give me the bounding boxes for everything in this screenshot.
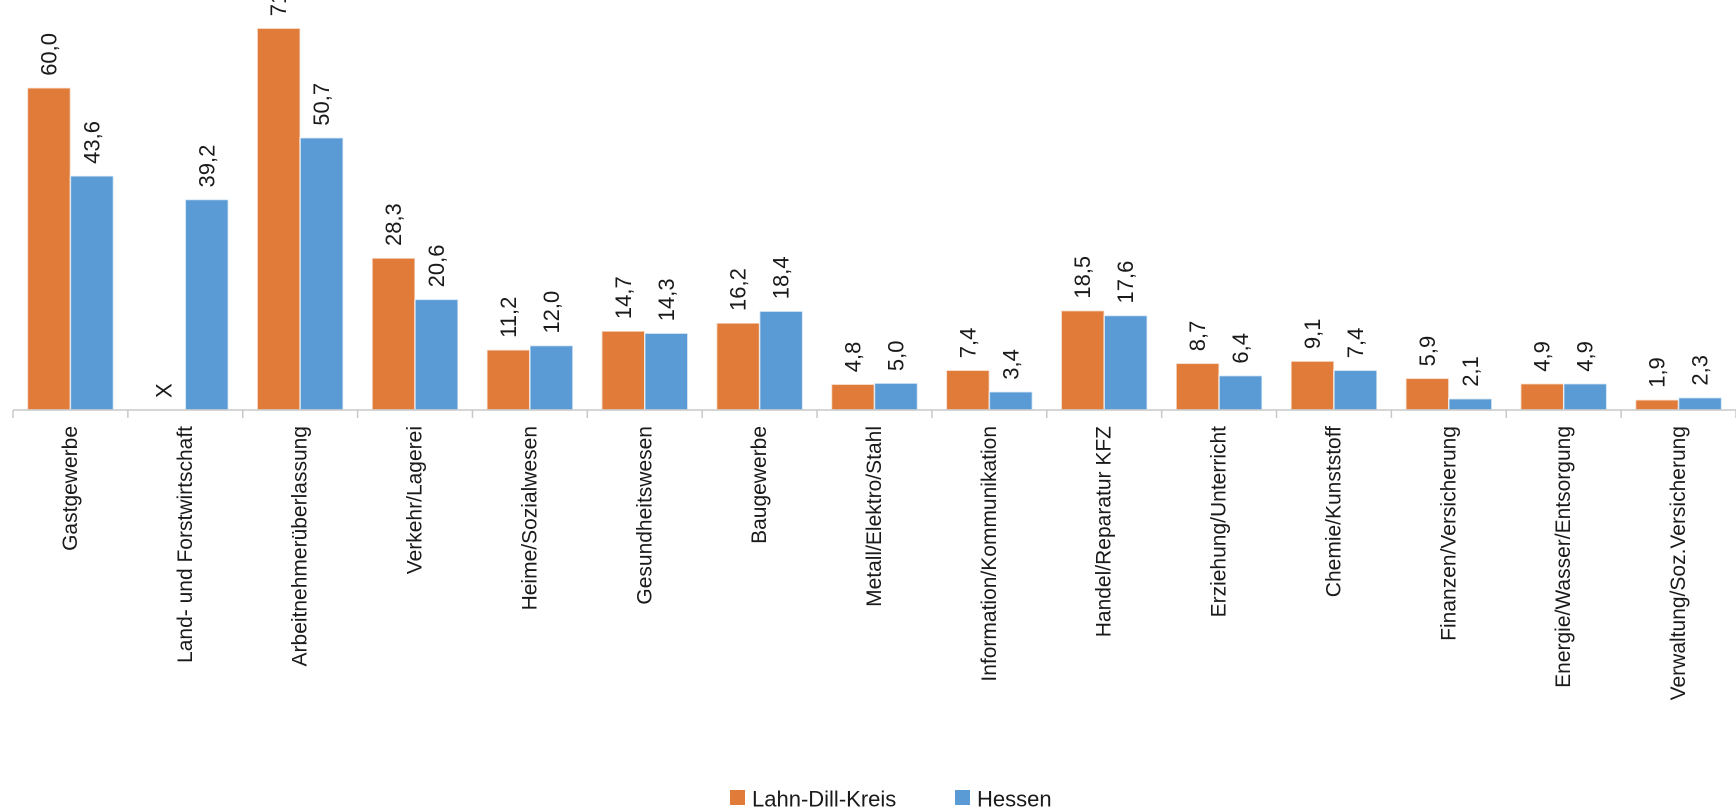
value-label-hessen-information-kommunikation: 3,4 [998, 349, 1023, 380]
bar-hessen-energie-wasser-entsorgung [1562, 382, 1608, 411]
bar-lahn-dill-kreis-heime-sozialwesen [486, 349, 531, 411]
bar-lahn-dill-kreis-baugewerbe [715, 322, 761, 411]
value-label-hessen-handel-reparatur-kfz: 17,6 [1113, 261, 1138, 304]
value-labels-layer: 60,0 43,6 X 39,2 71,1 50,7 28,3 20,6 11,2 12,0 14,… [36, 0, 1712, 398]
value-label-hessen-heime-sozialwesen: 12,0 [539, 291, 564, 334]
bar-hessen-baugewerbe [758, 310, 804, 411]
value-label-lahn-dill-kreis-chemie-kunststoff: 9,1 [1300, 319, 1325, 350]
value-label-lahn-dill-kreis-land-und-forstwirtschaft: X [151, 383, 176, 398]
value-label-lahn-dill-kreis-metall-elektro-stahl: 4,8 [841, 342, 866, 373]
value-label-lahn-dill-kreis-arbeitnehmer-berlassung: 71,1 [266, 0, 291, 16]
category-labels-layer: Gastgewerbe Land- und Forstwirtschaft Arbe… [59, 426, 1690, 701]
legend-swatch-lahn-dill-kreis [730, 790, 745, 805]
bar-hessen-gastgewerbe [69, 175, 115, 411]
category-label-arbeitnehmer-berlassung: Arbeitnehmerüberlassung [289, 426, 312, 666]
value-label-lahn-dill-kreis-gastgewerbe: 60,0 [36, 33, 61, 76]
bar-lahn-dill-kreis-verkehr-lagerei [371, 257, 416, 411]
value-label-hessen-gesundheitswesen: 14,3 [654, 278, 679, 321]
bar-lahn-dill-kreis-chemie-kunststoff [1290, 360, 1335, 411]
value-label-hessen-verwaltung-soz-versicherung: 2,3 [1688, 355, 1713, 386]
category-label-chemie-kunststoff: Chemie/Kunststoff [1322, 426, 1345, 597]
bar-lahn-dill-kreis-handel-reparatur-kfz [1060, 309, 1105, 411]
legend-swatch-hessen [955, 790, 970, 805]
bars-layer [26, 27, 1723, 411]
legend-label-hessen: Hessen [977, 787, 1052, 809]
category-label-verkehr-lagerei: Verkehr/Lagerei [404, 426, 427, 574]
value-label-hessen-verkehr-lagerei: 20,6 [424, 245, 449, 288]
category-label-metall-elektro-stahl: Metall/Elektro/Stahl [863, 426, 886, 607]
bar-lahn-dill-kreis-information-kommunikation [945, 369, 991, 411]
bar-lahn-dill-kreis-verwaltung-soz-versicherung [1634, 399, 1680, 411]
value-label-lahn-dill-kreis-finanzen-versicherung: 5,9 [1415, 336, 1440, 367]
value-label-hessen-chemie-kunststoff: 7,4 [1343, 328, 1368, 359]
bar-hessen-metall-elektro-stahl [873, 382, 919, 411]
bar-hessen-gesundheitswesen [644, 332, 689, 411]
bar-lahn-dill-kreis-gesundheitswesen [601, 330, 646, 411]
value-label-hessen-baugewerbe: 18,4 [769, 256, 794, 299]
category-label-gesundheitswesen: Gesundheitswesen [633, 426, 656, 605]
bar-lahn-dill-kreis-arbeitnehmer-berlassung [256, 27, 301, 411]
category-label-verwaltung-soz-versicherung: Verwaltung/Soz.Versicherung [1667, 426, 1690, 700]
value-label-lahn-dill-kreis-information-kommunikation: 7,4 [955, 328, 980, 359]
value-label-lahn-dill-kreis-verkehr-lagerei: 28,3 [381, 203, 406, 246]
value-label-hessen-gastgewerbe: 43,6 [79, 121, 104, 164]
legend: Lahn-Dill-Kreis Hessen [730, 787, 1052, 809]
legend-label-lahn-dill-kreis: Lahn-Dill-Kreis [752, 787, 896, 809]
category-label-information-kommunikation: Information/Kommunikation [978, 426, 1001, 682]
bar-lahn-dill-kreis-finanzen-versicherung [1405, 377, 1450, 411]
value-label-hessen-land-und-forstwirtschaft: 39,2 [194, 145, 219, 188]
category-label-land-und-forstwirtschaft: Land- und Forstwirtschaft [174, 426, 197, 663]
category-label-finanzen-versicherung: Finanzen/Versicherung [1437, 426, 1460, 641]
bar-lahn-dill-kreis-metall-elektro-stahl [830, 383, 876, 411]
bar-hessen-information-kommunikation [988, 390, 1034, 411]
value-label-hessen-arbeitnehmer-berlassung: 50,7 [309, 83, 334, 126]
value-label-lahn-dill-kreis-verwaltung-soz-versicherung: 1,9 [1645, 357, 1670, 388]
value-label-hessen-metall-elektro-stahl: 5,0 [884, 341, 909, 372]
category-label-heime-sozialwesen: Heime/Sozialwesen [518, 426, 541, 610]
value-label-lahn-dill-kreis-erziehung-unterricht: 8,7 [1185, 321, 1210, 352]
bar-hessen-heime-sozialwesen [529, 344, 574, 411]
value-label-lahn-dill-kreis-energie-wasser-entsorgung: 4,9 [1530, 341, 1555, 372]
value-label-lahn-dill-kreis-heime-sozialwesen: 11,2 [496, 297, 521, 338]
value-label-lahn-dill-kreis-handel-reparatur-kfz: 18,5 [1070, 256, 1095, 299]
value-label-hessen-finanzen-versicherung: 2,1 [1458, 356, 1483, 387]
category-label-energie-wasser-entsorgung: Energie/Wasser/Entsorgung [1552, 426, 1575, 688]
bar-hessen-finanzen-versicherung [1448, 397, 1493, 411]
bar-lahn-dill-kreis-gastgewerbe [26, 87, 72, 411]
value-label-lahn-dill-kreis-gesundheitswesen: 14,7 [611, 276, 636, 319]
bar-hessen-verwaltung-soz-versicherung [1677, 396, 1723, 411]
value-label-hessen-erziehung-unterricht: 6,4 [1228, 333, 1253, 364]
bar-hessen-erziehung-unterricht [1218, 374, 1263, 411]
value-label-lahn-dill-kreis-baugewerbe: 16,2 [726, 268, 751, 311]
category-label-erziehung-unterricht: Erziehung/Unterricht [1208, 426, 1231, 618]
category-label-baugewerbe: Baugewerbe [748, 426, 771, 544]
category-label-handel-reparatur-kfz: Handel/Reparatur KFZ [1093, 426, 1116, 637]
bar-hessen-land-und-forstwirtschaft [184, 198, 230, 411]
bar-hessen-handel-reparatur-kfz [1103, 314, 1148, 411]
bar-hessen-chemie-kunststoff [1333, 369, 1378, 411]
bar-lahn-dill-kreis-erziehung-unterricht [1175, 362, 1220, 411]
x-axis-ticks [12, 410, 1736, 418]
bar-lahn-dill-kreis-energie-wasser-entsorgung [1519, 382, 1565, 411]
category-label-gastgewerbe: Gastgewerbe [59, 426, 82, 551]
bar-hessen-verkehr-lagerei [414, 298, 459, 411]
bar-hessen-arbeitnehmer-berlassung [299, 136, 344, 411]
value-label-hessen-energie-wasser-entsorgung: 4,9 [1573, 341, 1598, 372]
